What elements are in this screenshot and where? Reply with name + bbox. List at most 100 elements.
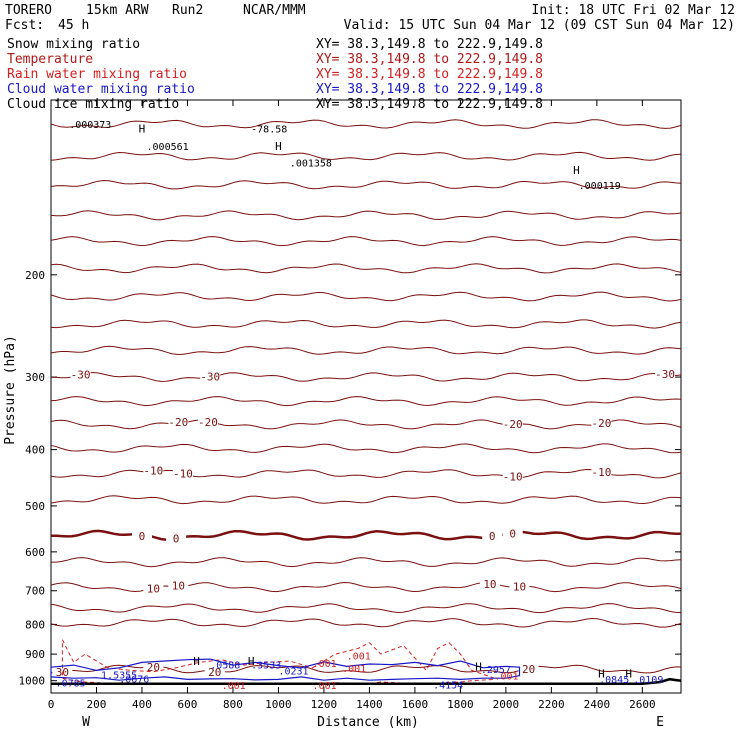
maximum-marker: H	[248, 655, 255, 668]
isotherm-label-bg	[591, 416, 612, 428]
valid-time: Valid: 15 UTC Sun 04 Mar 12 (09 CST Sun …	[344, 18, 735, 33]
isotherm-line	[50, 603, 682, 614]
cloud-water-contour	[50, 658, 521, 681]
legend-xy: XY= 38.3,149.8 to 222.9,149.8	[316, 67, 543, 82]
isotherm-label-bg	[143, 661, 164, 673]
y-tick-label: 300	[25, 371, 45, 384]
isotherm-line	[50, 617, 682, 628]
isotherm-label-bg	[479, 578, 500, 590]
isotherm-label-bg	[197, 415, 218, 427]
isotherm-label: -10	[503, 471, 523, 484]
y-tick-label: 800	[25, 618, 45, 631]
isotherm-label: 0	[139, 530, 146, 543]
isotherm-line	[50, 291, 682, 302]
maximum-value-label: .001	[342, 664, 366, 675]
maximum-marker: H	[598, 668, 605, 681]
isotherm-label-bg	[482, 530, 503, 542]
y-axis-label: Pressure (hPa)	[3, 335, 18, 445]
isotherm-line	[51, 529, 682, 541]
isotherm-line	[50, 371, 682, 382]
maximum-value-label: .001	[313, 681, 337, 692]
maximum-value-label: .4154	[433, 681, 463, 692]
isotherm-label-bg	[166, 532, 187, 544]
maximum-value-label: .0231	[278, 666, 308, 677]
maximum-value-label: .0588	[210, 661, 240, 672]
legend-entry: Cloud ice mixing ratio	[7, 97, 179, 112]
isotherm-label-bg	[168, 579, 189, 591]
isotherm-line	[50, 319, 682, 329]
x-tick-label: 200	[87, 698, 107, 711]
isotherm-line	[50, 119, 682, 129]
maximum-value-label: .001	[495, 672, 519, 683]
fcst-label: Fcst:	[5, 18, 44, 33]
maximum-value-label: .0676	[119, 675, 149, 686]
x-tick-label: 800	[223, 698, 243, 711]
isotherm-label: -30	[71, 369, 91, 382]
x-tick-label: 1600	[402, 698, 429, 711]
x-tick-label: 1000	[265, 698, 292, 711]
maximum-value-label: -78.58	[251, 125, 287, 136]
maximum-value-label: .0845	[599, 675, 629, 686]
model-name: TORERO	[5, 3, 52, 18]
run-label: Run2	[172, 3, 203, 18]
maximum-value-label: .001	[313, 659, 337, 670]
isotherm-label: -20	[168, 416, 188, 429]
legend-xy: XY= 38.3,149.8 to 222.9,149.8	[316, 37, 543, 52]
maximum-marker: H	[573, 164, 580, 177]
x-tick-label: 600	[178, 698, 198, 711]
plot-area: 0 200 400 600 800 1000 1200 1400 1600 1800 2000 220…	[19, 99, 682, 711]
maximum-value-label: .000561	[147, 142, 189, 153]
isotherm-label-bg	[168, 416, 189, 428]
isotherm-label: 20	[208, 666, 221, 679]
isotherm-label: -30	[200, 370, 220, 383]
west-label: W	[82, 715, 90, 730]
maximum-value-label: .001	[347, 652, 371, 663]
maximum-value-label: .001358	[290, 158, 332, 169]
isotherm-label: -30	[655, 368, 675, 381]
isotherm-label-bg	[131, 529, 152, 541]
maximum-value-label: .0785	[56, 679, 86, 690]
isotherm-label: -20	[503, 418, 523, 431]
legend: Snow mixing ratio XY= 38.3,149.8 to 222.9…	[7, 37, 543, 112]
y-tick-label: 700	[25, 585, 45, 598]
legend-entry: Rain water mixing ratio	[7, 67, 187, 82]
isotherm-label-bg	[502, 470, 523, 482]
resolution-label: 15km ARW	[86, 3, 149, 18]
isotherm-label: 10	[172, 579, 185, 592]
east-label: E	[656, 715, 664, 730]
y-tick-label: 500	[25, 500, 45, 513]
isotherm-line	[50, 419, 682, 430]
legend-entry: Cloud water mixing ratio	[7, 82, 195, 97]
x-tick-label: 1800	[447, 698, 474, 711]
isotherm-line	[50, 495, 682, 505]
isotherm-label: 20	[147, 661, 160, 674]
isotherm-line	[50, 151, 682, 161]
legend-entry: Snow mixing ratio	[7, 37, 140, 52]
isotherm-label: 0	[173, 532, 180, 545]
isotherm-label: 10	[483, 578, 496, 591]
isotherm-line	[50, 443, 682, 454]
init-time: Init: 18 UTC Fri 02 Mar 12	[532, 3, 736, 18]
maximum-marker: H	[625, 668, 632, 681]
x-tick-label: 400	[132, 698, 152, 711]
isotherm-label: 0	[509, 527, 516, 540]
x-tick-label: 0	[48, 698, 55, 711]
maximum-value-label: 1.5355	[101, 670, 137, 681]
terrain-line	[51, 677, 682, 685]
isotherm-label-bg	[509, 580, 530, 592]
isotherm-label: -20	[198, 416, 218, 429]
isotherm-line	[50, 210, 682, 221]
isotherm-label: -10	[591, 466, 611, 479]
y-tick-label: 1000	[19, 675, 46, 688]
isotherm-label-bg	[143, 464, 164, 476]
isotherm-label-bg	[591, 465, 612, 477]
x-tick-label: 1200	[311, 698, 338, 711]
isotherm-label-bg	[518, 662, 539, 674]
maximum-value-label: .2957	[481, 665, 511, 676]
isotherm-label: 10	[147, 583, 160, 596]
y-tick-label: 600	[25, 546, 45, 559]
legend-xy: XY= 38.3,149.8 to 222.9,149.8	[316, 52, 543, 67]
legend-xy: XY= 38.3,149.8 to 222.9,149.8	[316, 82, 543, 97]
maximum-value-label: .0109	[633, 675, 663, 686]
